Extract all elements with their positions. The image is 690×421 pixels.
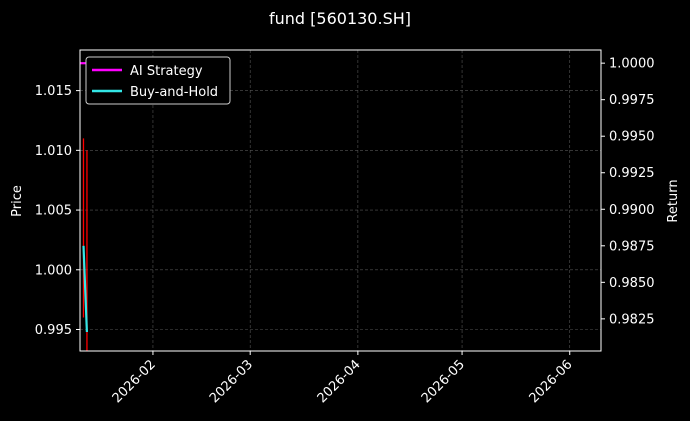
y-right-axis-label: Return xyxy=(666,179,681,222)
y-left-tick-label: 1.005 xyxy=(35,204,72,219)
y-right-tick-label: 0.9925 xyxy=(609,166,655,181)
chart-title: fund [560130.SH] xyxy=(269,9,411,28)
y-right-tick-label: 0.9825 xyxy=(609,312,655,327)
y-right-tick-label: 1.0000 xyxy=(609,57,655,72)
plot-frame xyxy=(79,49,602,352)
y-right-tick-label: 0.9950 xyxy=(609,130,655,145)
legend-label-ai-strategy: AI Strategy xyxy=(130,64,203,79)
y-left-tick-label: 1.010 xyxy=(35,144,72,159)
y-left-tick-label: 1.015 xyxy=(35,84,72,99)
legend-label-buy-and-hold: Buy-and-Hold xyxy=(130,85,218,100)
y-right-tick-label: 0.9875 xyxy=(609,239,655,254)
series-line-buy-and-hold xyxy=(82,245,88,333)
y-right-tick-label: 0.9900 xyxy=(609,203,655,218)
y-left-tick-label: 1.000 xyxy=(35,263,72,278)
grid-layer xyxy=(80,50,601,351)
y-left-axis-label: Price xyxy=(10,185,25,217)
y-left-tick-label: 0.995 xyxy=(35,323,72,338)
plot-layer xyxy=(80,62,88,351)
legend: AI Strategy Buy-and-Hold xyxy=(85,56,231,105)
y-right-tick-label: 0.9850 xyxy=(609,276,655,291)
y-right-tick-label: 0.9975 xyxy=(609,93,655,108)
